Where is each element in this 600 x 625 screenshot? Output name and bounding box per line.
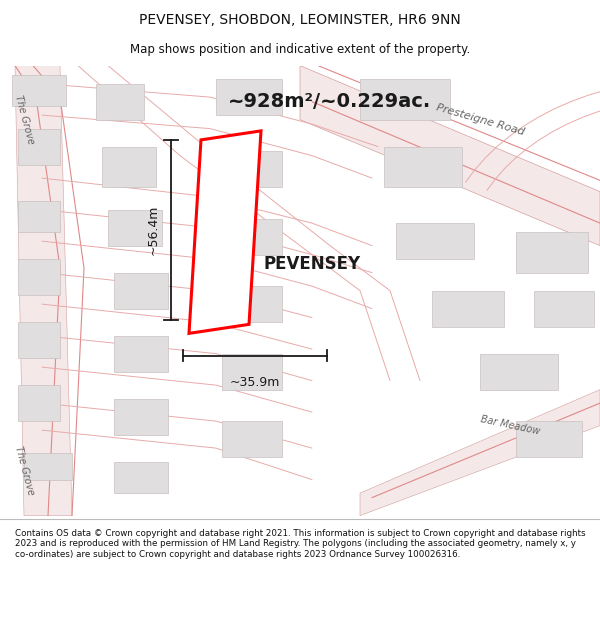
Polygon shape (102, 147, 156, 187)
Polygon shape (114, 399, 168, 434)
Polygon shape (516, 421, 582, 457)
Polygon shape (222, 151, 282, 187)
Polygon shape (24, 452, 72, 479)
Polygon shape (222, 354, 282, 389)
Text: ~35.9m: ~35.9m (230, 376, 280, 389)
Text: ~56.4m: ~56.4m (146, 205, 160, 255)
Polygon shape (360, 79, 450, 119)
Polygon shape (114, 272, 168, 309)
Polygon shape (18, 322, 60, 358)
Polygon shape (534, 291, 594, 327)
Polygon shape (18, 129, 60, 164)
Text: PEVENSEY: PEVENSEY (263, 254, 361, 272)
Polygon shape (18, 385, 60, 421)
Text: The Grove: The Grove (13, 94, 35, 145)
Text: The Grove: The Grove (13, 445, 35, 496)
Polygon shape (396, 223, 474, 259)
Polygon shape (216, 79, 282, 115)
Polygon shape (360, 389, 600, 516)
Polygon shape (384, 147, 462, 187)
Polygon shape (96, 84, 144, 119)
Polygon shape (15, 66, 72, 516)
Polygon shape (480, 354, 558, 389)
Polygon shape (12, 74, 66, 106)
Polygon shape (108, 209, 162, 246)
Text: Map shows position and indicative extent of the property.: Map shows position and indicative extent… (130, 42, 470, 56)
Polygon shape (222, 421, 282, 457)
Text: PEVENSEY, SHOBDON, LEOMINSTER, HR6 9NN: PEVENSEY, SHOBDON, LEOMINSTER, HR6 9NN (139, 12, 461, 27)
Polygon shape (18, 259, 60, 295)
Polygon shape (432, 291, 504, 327)
Polygon shape (114, 336, 168, 372)
Text: Bar Meadow: Bar Meadow (479, 414, 541, 437)
Text: Presteigne Road: Presteigne Road (435, 102, 525, 137)
Polygon shape (18, 201, 60, 232)
Polygon shape (228, 286, 282, 322)
Text: Contains OS data © Crown copyright and database right 2021. This information is : Contains OS data © Crown copyright and d… (15, 529, 586, 559)
Polygon shape (189, 131, 261, 333)
Text: ~928m²/~0.229ac.: ~928m²/~0.229ac. (228, 92, 431, 111)
Polygon shape (516, 232, 588, 272)
Polygon shape (114, 462, 168, 493)
Polygon shape (228, 219, 282, 254)
Polygon shape (300, 66, 600, 246)
